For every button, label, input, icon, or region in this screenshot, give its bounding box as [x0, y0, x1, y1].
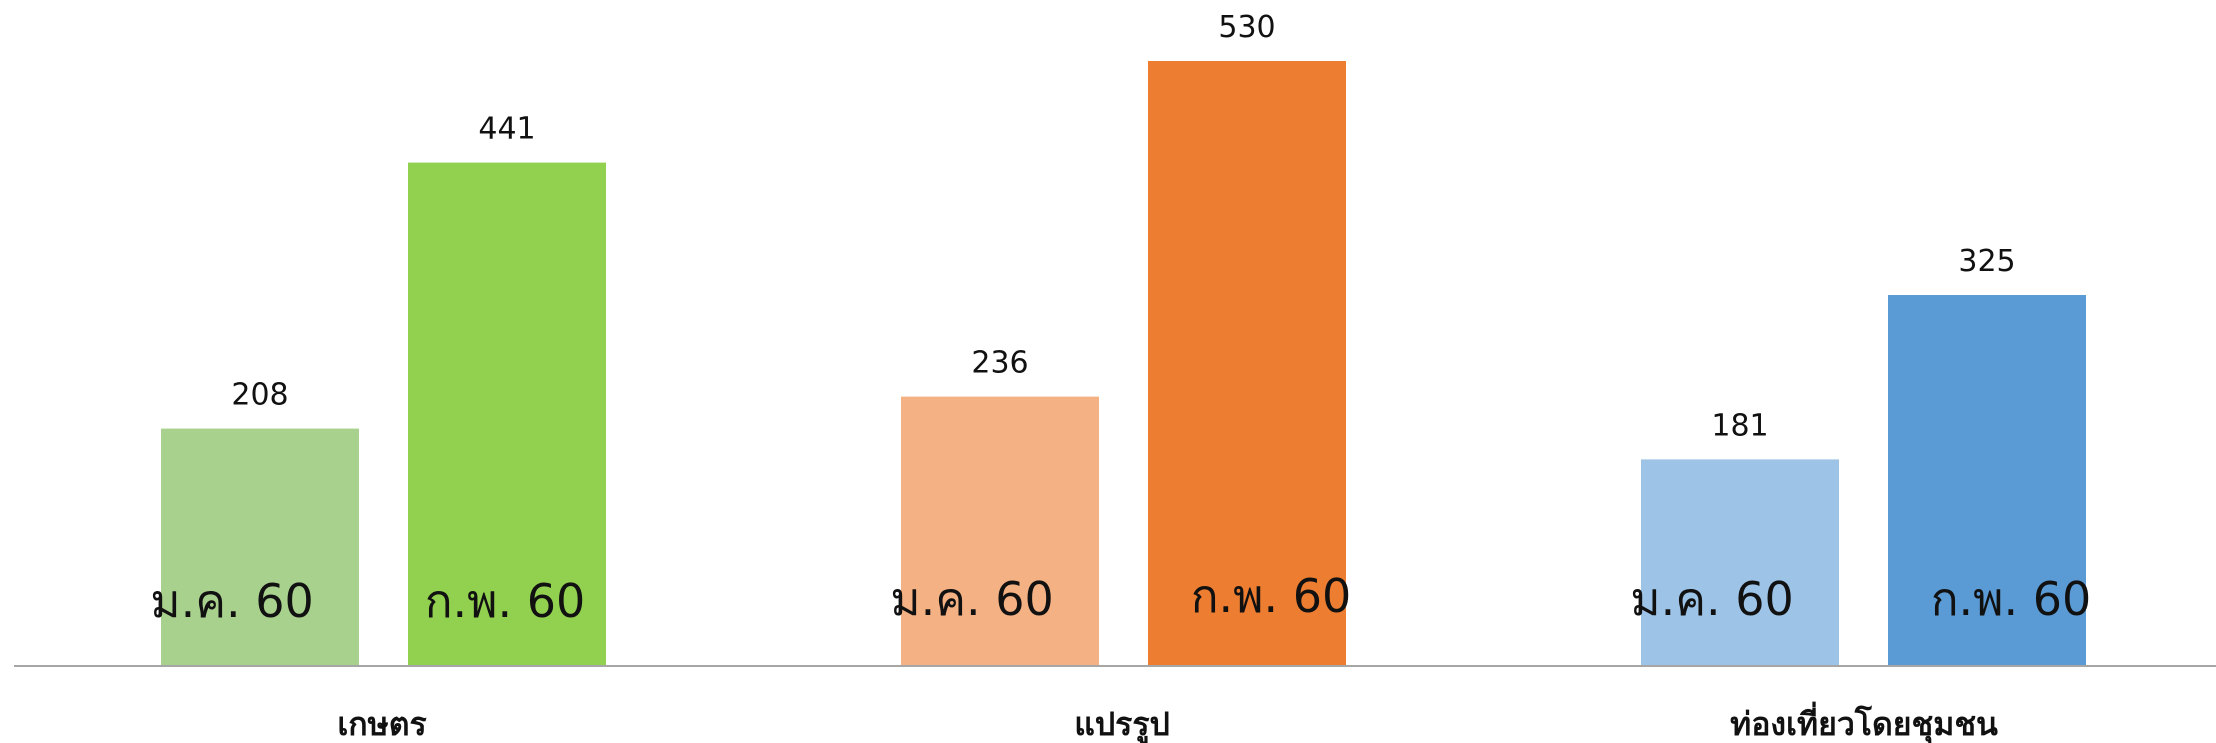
series-label: ก.พ. 60 — [1191, 569, 1352, 623]
bar-1-1 — [161, 428, 359, 666]
data-label: 441 — [478, 112, 535, 147]
data-label: 208 — [231, 378, 288, 413]
series-label: ก.พ. 60 — [425, 574, 586, 628]
bars-group — [161, 61, 2086, 666]
category-label: ท่องเที่ยวโดยชุมชน — [1730, 701, 1998, 743]
data-label: 236 — [971, 346, 1028, 381]
bar-3-1 — [1641, 459, 1839, 666]
data-label: 181 — [1711, 408, 1768, 443]
series-label: ม.ค. 60 — [890, 572, 1054, 626]
series-label: ม.ค. 60 — [1630, 572, 1794, 626]
category-label: เกษตร — [337, 705, 426, 743]
category-label: แปรรูป — [1074, 705, 1170, 743]
bar-1-2 — [408, 162, 606, 666]
labels-group: 208 ม.ค. 60 441 ก.พ. 60 เกษตร 236 ม.ค. 60 530 ก.… — [150, 10, 2091, 743]
data-label: 325 — [1958, 244, 2015, 279]
bar-2-1 — [901, 396, 1099, 666]
series-label: ม.ค. 60 — [150, 574, 314, 628]
bar-2-2 — [1148, 61, 1346, 666]
series-label: ก.พ. 60 — [1931, 572, 2092, 626]
bar-3-2 — [1888, 295, 2086, 666]
data-label: 530 — [1218, 10, 1275, 45]
